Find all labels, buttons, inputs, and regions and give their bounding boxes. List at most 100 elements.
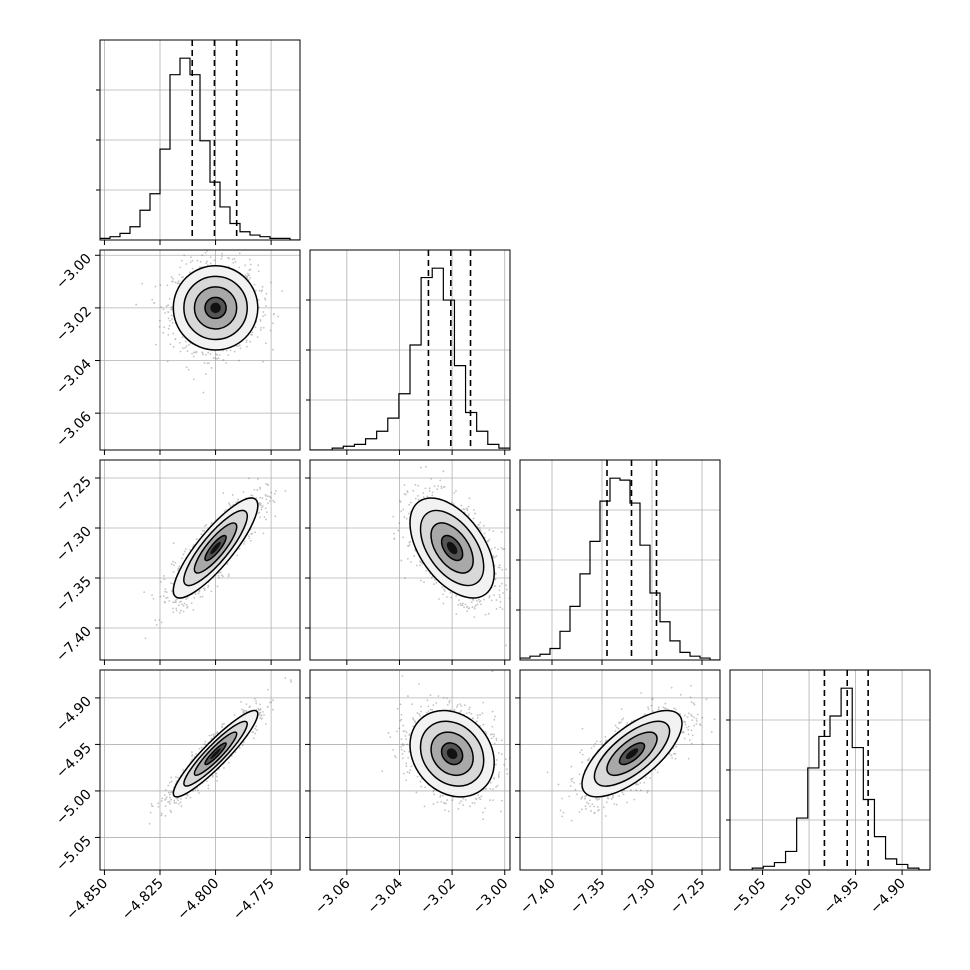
scatter-point: [406, 557, 409, 560]
scatter-point: [197, 592, 200, 595]
scatter-point: [258, 708, 260, 711]
scatter-point: [228, 503, 231, 506]
scatter-point: [155, 623, 158, 626]
scatter-point: [262, 360, 264, 363]
scatter-point: [249, 268, 252, 271]
scatter-point: [267, 495, 269, 498]
scatter-point: [253, 488, 256, 491]
scatter-point: [166, 284, 169, 287]
scatter-point: [499, 600, 502, 603]
scatter-point: [242, 711, 245, 714]
scatter-point: [236, 554, 239, 557]
scatter-point: [238, 547, 241, 550]
scatter-point: [225, 349, 228, 352]
scatter-point: [478, 527, 481, 529]
scatter-point: [242, 491, 245, 493]
scatter-point: [218, 572, 220, 574]
scatter-point: [505, 644, 507, 647]
scatter-point: [217, 574, 220, 577]
scatter-point: [457, 604, 460, 606]
scatter-point: [212, 776, 214, 778]
scatter-point: [184, 340, 187, 343]
scatter-point: [492, 556, 495, 559]
scatter-point: [425, 465, 427, 468]
scatter-point: [488, 595, 491, 597]
scatter-point: [250, 333, 253, 336]
scatter-point: [221, 252, 223, 255]
scatter-point: [259, 711, 262, 714]
scatter-point: [264, 314, 266, 316]
scatter-point: [505, 588, 508, 591]
scatter-point: [218, 353, 221, 356]
scatter-point: [210, 737, 213, 740]
hist-bin: [454, 366, 465, 450]
hist-bin: [670, 641, 680, 660]
scatter-point: [175, 607, 178, 610]
scatter-point: [455, 490, 457, 492]
hist-bin: [488, 444, 499, 450]
scatter-point: [192, 609, 195, 611]
scatter-point: [158, 319, 161, 322]
scatter-point: [170, 811, 173, 814]
scatter-point: [497, 566, 500, 569]
scatter-point: [223, 510, 226, 513]
contour-line: [204, 296, 227, 320]
scatter-point: [501, 608, 504, 610]
scatter-point: [169, 796, 171, 799]
contour-line: [172, 265, 259, 351]
scatter-point: [269, 496, 272, 499]
scatter-point: [163, 794, 166, 796]
scatter-point: [186, 596, 189, 599]
scatter-point: [464, 603, 467, 606]
scatter-point: [408, 541, 411, 544]
scatter-point: [216, 585, 219, 588]
scatter-point: [440, 485, 443, 488]
scatter-point: [264, 483, 267, 485]
scatter-point: [222, 359, 225, 361]
scatter-point: [417, 484, 419, 487]
scatter-point: [257, 270, 260, 273]
scatter-point: [410, 560, 412, 563]
scatter-point: [264, 342, 267, 345]
hist-bin: [660, 622, 670, 660]
hist-bin: [550, 649, 560, 660]
scatter-point: [216, 357, 218, 360]
scatter-point: [471, 598, 474, 601]
scatter-point: [264, 298, 267, 301]
scatter-point: [257, 264, 260, 267]
hist-step-line: [520, 477, 720, 660]
scatter-point: [189, 549, 192, 551]
scatter-point: [472, 599, 475, 601]
hist-bin: [180, 58, 190, 240]
scatter-point: [265, 304, 267, 307]
hist-bin: [170, 75, 180, 240]
scatter-point: [419, 466, 422, 469]
scatter-point: [260, 290, 263, 293]
scatter-point: [264, 297, 266, 300]
scatter-point: [435, 581, 438, 584]
scatter-point: [437, 598, 440, 600]
scatter-point: [262, 315, 264, 318]
scatter-point: [170, 276, 173, 278]
scatter-point: [422, 492, 425, 494]
scatter-point: [167, 791, 170, 794]
scatter-point: [264, 493, 267, 496]
hist-bin: [250, 235, 260, 240]
scatter-point: [180, 600, 182, 603]
grid-lines: [100, 250, 300, 450]
scatter-point: [449, 591, 452, 594]
scatter-point: [232, 261, 235, 264]
scatter-point: [170, 590, 173, 592]
scatter-point: [174, 601, 177, 604]
scatter-point: [421, 563, 424, 565]
scatter-point: [490, 599, 493, 602]
scatter-point: [185, 366, 188, 369]
scatter-point: [205, 524, 208, 526]
scatter-point: [254, 531, 256, 534]
scatter-point: [442, 470, 445, 473]
scatter-point: [237, 345, 240, 348]
scatter-point: [473, 607, 476, 610]
scatter-point: [259, 318, 262, 321]
scatter-point: [467, 505, 470, 508]
scatter-point: [190, 602, 193, 605]
